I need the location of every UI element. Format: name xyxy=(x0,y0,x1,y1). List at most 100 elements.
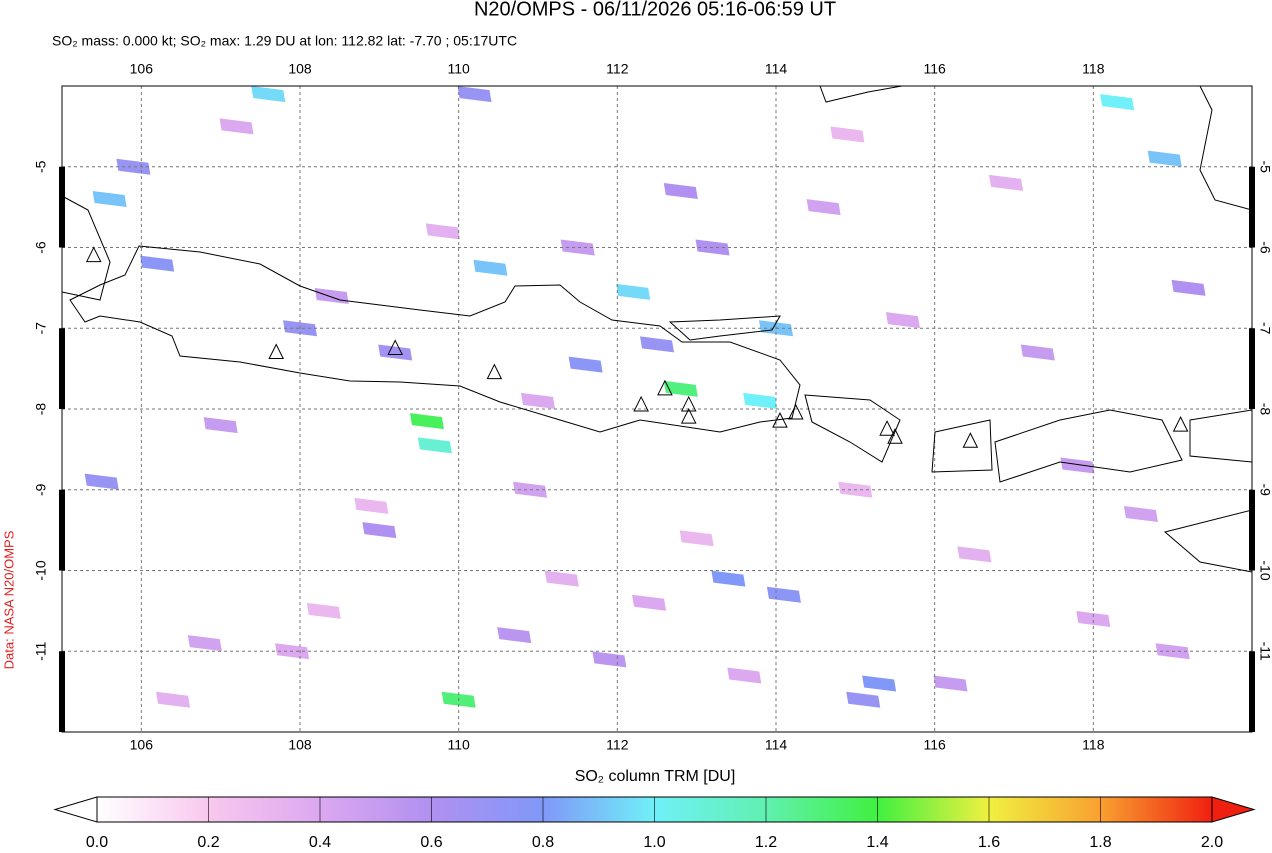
so2-pixel xyxy=(251,86,286,103)
x-tick-label: 110 xyxy=(448,737,471,753)
x-tick-label: 118 xyxy=(1082,737,1105,753)
so2-pixel xyxy=(766,586,801,603)
so2-pixel xyxy=(568,356,603,373)
volcano xyxy=(680,395,697,412)
volcano xyxy=(680,407,697,424)
frame-bar xyxy=(59,328,65,409)
y-tick-label: -11 xyxy=(1257,642,1272,661)
volcano xyxy=(788,403,804,420)
so2-pixel xyxy=(711,570,746,587)
so2-pixel xyxy=(362,522,397,539)
y-tick-label: -9 xyxy=(1257,484,1272,497)
coastline xyxy=(1189,409,1252,463)
so2-pixel xyxy=(417,437,452,454)
so2-pixel xyxy=(957,546,992,563)
so2-pixel xyxy=(84,473,119,490)
so2-pixel xyxy=(1123,505,1158,522)
volcano xyxy=(85,246,102,263)
frame-bar xyxy=(59,489,65,571)
coastline xyxy=(69,245,801,433)
colorbar-tick-label: 0.0 xyxy=(86,834,108,851)
y-tick-label: -11 xyxy=(33,641,49,660)
so2-pixel xyxy=(1171,279,1206,296)
x-tick-label: 106 xyxy=(130,737,154,753)
y-tick-label: -8 xyxy=(33,403,49,416)
so2-pixel xyxy=(989,174,1024,191)
coastline xyxy=(1163,509,1252,573)
so2-pixel xyxy=(140,255,175,272)
colorbar-tick-label: 0.8 xyxy=(532,834,554,851)
y-tick-label: -9 xyxy=(33,483,49,496)
x-tick-label: 108 xyxy=(288,737,312,753)
frame-bar xyxy=(1249,166,1255,248)
coastline xyxy=(819,86,903,103)
map-border xyxy=(59,166,1255,732)
frame-bar xyxy=(1249,651,1255,732)
volcano xyxy=(387,339,404,355)
x-tick-label: 106 xyxy=(130,61,154,77)
y-tick-label: -8 xyxy=(1257,403,1272,416)
so2-pixel xyxy=(187,635,222,652)
x-tick-label: 108 xyxy=(288,61,312,77)
y-tick-label: -10 xyxy=(1257,560,1272,580)
so2-pixel xyxy=(409,413,444,430)
volcano xyxy=(887,428,903,444)
volcano xyxy=(657,379,673,396)
colorbar-tick-label: 2.0 xyxy=(1201,834,1223,851)
so2-pixel xyxy=(156,691,191,708)
colorbar-tick-label: 1.8 xyxy=(1089,834,1111,851)
so2-pixel xyxy=(473,259,508,276)
so2-pixel xyxy=(743,392,778,409)
y-tick-label: -10 xyxy=(33,560,49,580)
so2-pixel xyxy=(1020,344,1055,361)
so2-pixel xyxy=(592,651,627,668)
colorbar-under xyxy=(53,796,98,823)
coastline xyxy=(668,315,781,341)
so2-pixel xyxy=(632,594,667,611)
map-area xyxy=(62,86,1252,732)
so2-pixel xyxy=(663,182,698,199)
frame-bar xyxy=(1249,328,1255,409)
colorbar-label: SO₂ column TRM [DU] xyxy=(575,768,736,785)
so2-pixel xyxy=(1147,150,1182,167)
so2-pixel xyxy=(1060,457,1095,474)
so2-pixel xyxy=(354,497,389,514)
so2-pixel xyxy=(544,570,579,587)
frame-bar xyxy=(59,651,65,732)
so2-pixel xyxy=(885,312,920,329)
x-tick-label: 112 xyxy=(606,737,629,753)
chart-title: N20/OMPS - 06/11/2026 05:16-06:59 UT xyxy=(474,0,836,20)
so2-pixel xyxy=(933,675,968,692)
frame-bar xyxy=(1249,489,1255,571)
y-tick-label: -7 xyxy=(33,322,49,335)
so2-pixel xyxy=(497,627,532,644)
so2-pixel xyxy=(806,199,841,216)
so2-pixel xyxy=(663,380,698,397)
volcano xyxy=(772,411,788,428)
so2-pixel xyxy=(521,392,555,409)
so2-pixel xyxy=(1076,610,1111,627)
volcano xyxy=(1172,416,1189,432)
x-tick-label: 114 xyxy=(765,737,788,753)
so2-pixel xyxy=(1100,94,1135,111)
coastlines xyxy=(62,86,1252,573)
x-tick-label: 110 xyxy=(448,61,471,77)
colorbar-tick-label: 1.0 xyxy=(643,834,665,851)
so2-pixel xyxy=(640,336,674,353)
so2-pixel xyxy=(378,344,413,361)
x-tick-label: 114 xyxy=(765,61,788,77)
volcano xyxy=(879,420,895,436)
colorbar-tick-label: 0.6 xyxy=(420,834,442,851)
x-tick-label: 116 xyxy=(924,61,947,77)
coastline xyxy=(994,409,1183,483)
so2-pixel xyxy=(425,223,460,240)
so2-pixel xyxy=(92,191,127,208)
y-tick-label: -7 xyxy=(1257,322,1272,335)
x-tick-label: 112 xyxy=(606,61,629,77)
volcano xyxy=(486,363,503,380)
so2-pixel xyxy=(846,691,881,708)
so2-pixel xyxy=(616,283,651,300)
y-tick-label: -5 xyxy=(33,160,49,173)
